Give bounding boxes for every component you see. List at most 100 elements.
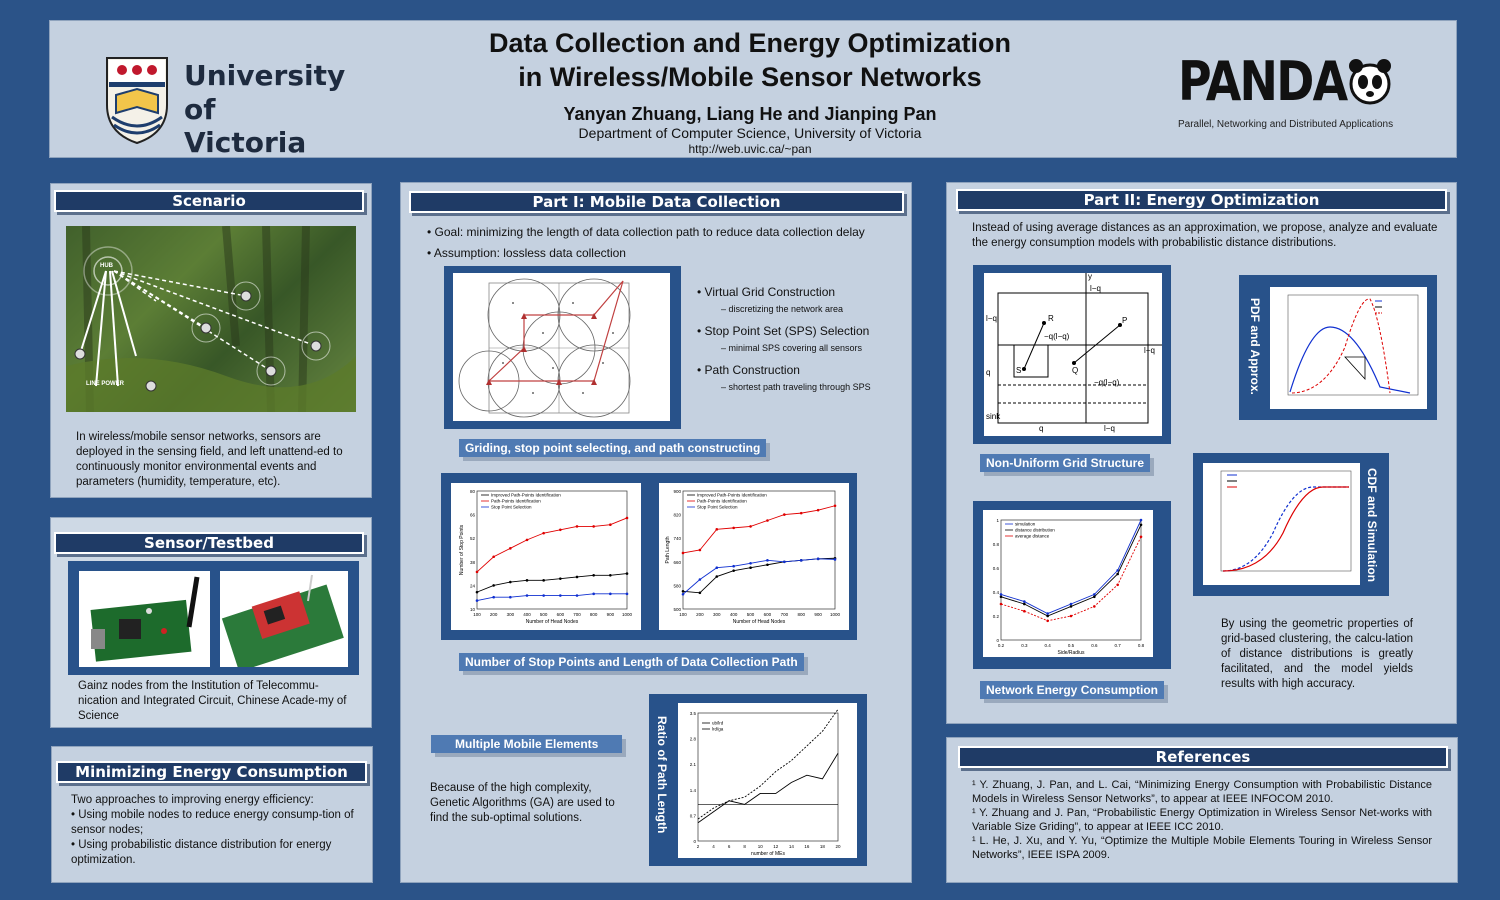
x-tick-label: 16 [804, 844, 810, 849]
photo-hub-label: HUB [100, 263, 113, 269]
data-point [1139, 518, 1143, 522]
data-point [525, 579, 529, 582]
pdf-label: PDF and Approx. [1248, 298, 1262, 395]
references-heading: References [958, 746, 1448, 768]
legend-label: lrd/ga [712, 727, 724, 732]
data-point [1139, 523, 1143, 527]
y-axis-label: Path Length [665, 536, 671, 563]
data-point [592, 525, 595, 528]
x-tick-label: 1000 [622, 612, 633, 617]
data-point [1046, 619, 1049, 623]
series-line [476, 573, 628, 593]
data-point [509, 595, 512, 599]
x-tick-label: 700 [781, 612, 789, 617]
x-tick-label: 18 [820, 844, 826, 849]
cdf-chart [1220, 470, 1352, 572]
y-tick-label: 66 [470, 513, 476, 518]
part1-assumption: • Assumption: lossless data collection [427, 246, 626, 260]
step-path-construction: • Path Construction [697, 363, 800, 377]
testbed-heading: Sensor/Testbed [54, 532, 364, 554]
panda-tagline: Parallel, Networking and Distributed App… [1178, 119, 1394, 130]
y-tick-label: 24 [470, 583, 476, 588]
x-tick-label: 400 [730, 612, 738, 617]
data-point [609, 592, 612, 596]
title-banner [49, 20, 1457, 158]
grid-figure [453, 273, 670, 421]
y-tick-label: 38 [470, 560, 476, 565]
y-tick-label: 3.5 [690, 711, 697, 716]
data-point [783, 513, 786, 516]
data-point [625, 572, 629, 575]
svg-text:S: S [1016, 366, 1021, 375]
data-point [475, 570, 479, 574]
x-tick-label: 4 [712, 844, 715, 849]
step-virtual-grid: • Virtual Grid Construction [697, 285, 836, 299]
part1-heading: Part I: Mobile Data Collection [409, 191, 904, 213]
legend-label: Improved Path-Points Identification [697, 493, 767, 498]
grid-caption: Griding, stop point selecting, and path … [459, 439, 767, 457]
data-point [1069, 605, 1073, 608]
svg-text:q: q [986, 368, 990, 377]
y-tick-label: 0.7 [690, 813, 697, 818]
data-point [592, 592, 595, 596]
data-point [609, 523, 612, 527]
series-line [476, 517, 628, 573]
data-point [592, 573, 595, 577]
data-point [559, 594, 562, 597]
department: Department of Computer Science, Universi… [578, 125, 922, 141]
y-tick-label: 1 [996, 518, 999, 523]
legend-label: Path-Points Identification [491, 499, 541, 504]
x-tick-label: 0.7 [1115, 643, 1122, 648]
network-energy-caption: Network Energy Consumption [980, 681, 1165, 699]
data-point [509, 580, 512, 584]
data-point [542, 579, 545, 582]
pdf-chart [1287, 294, 1419, 396]
y-tick-label: 80 [470, 489, 476, 494]
y-tick-label: 0.4 [993, 590, 1000, 595]
x-tick-label: 0.3 [1021, 643, 1028, 648]
data-point [816, 557, 820, 561]
data-point [575, 525, 579, 528]
x-axis-label: Side/Radius [1058, 650, 1085, 656]
data-point [575, 575, 579, 579]
svg-text:l−q: l−q [1144, 346, 1155, 355]
x-tick-label: 20 [835, 844, 841, 849]
data-point [1093, 605, 1096, 608]
x-tick-label: 400 [523, 612, 531, 617]
x-tick-label: 800 [797, 612, 805, 617]
x-tick-label: 12 [773, 844, 779, 849]
legend-label: Stop Point Selection [491, 505, 532, 510]
legend-label: ub/lrd [712, 721, 724, 726]
x-tick-label: 1000 [830, 612, 841, 617]
data-point [1116, 572, 1119, 576]
y-tick-label: 52 [470, 536, 476, 541]
grid-structure-figure: R S P Q l−q q sink l−q −q(l−q) −q(l−q) l−q q l−q y [984, 272, 1162, 436]
x-tick-label: 10 [758, 844, 764, 849]
part2-result: By using the geometric properties of gri… [1221, 618, 1413, 690]
data-point [559, 577, 562, 580]
reference-item: ¹ Y. Zhuang and J. Pan, “Probabilistic E… [972, 807, 1432, 833]
data-point [1069, 614, 1073, 618]
path-length-chart: 100 200 300 400 500 600 700 800 900 1000 500 580 660… [665, 489, 841, 625]
series-line [697, 709, 839, 820]
ga-description: Because of the high complexity, Genetic … [430, 782, 615, 824]
y-tick-label: 2.1 [690, 762, 697, 767]
ratio-chart: 2 4 6 8 10 12 14 16 18 20 0 0.7 1.4 2.1 2.8 3.5 number o… [690, 709, 841, 857]
x-tick-label: 0.8 [1138, 643, 1145, 648]
data-point [559, 528, 562, 532]
data-point [732, 526, 735, 530]
y-tick-label: 0.2 [993, 614, 1000, 619]
data-point [525, 538, 529, 542]
data-point [715, 575, 719, 578]
data-point [1046, 614, 1049, 618]
data-point [1023, 600, 1026, 603]
network-energy-panel: 0.2 0.3 0.4 0.5 0.6 0.7 0.8 0 0.2 0.4 0.6 0.8 1 Side/… [983, 510, 1153, 657]
y-tick-label: 660 [673, 560, 681, 565]
pdf-chart-panel [1270, 287, 1427, 409]
x-axis-label: number of MEs [751, 851, 785, 857]
data-point [1023, 602, 1026, 606]
x-tick-label: 0.6 [1091, 643, 1098, 648]
y-tick-label: 500 [673, 607, 681, 612]
legend-label: Stop Point Selection [697, 505, 738, 510]
references-list: ¹ Y. Zhuang, J. Pan, and L. Cai, “Minimi… [972, 778, 1432, 862]
